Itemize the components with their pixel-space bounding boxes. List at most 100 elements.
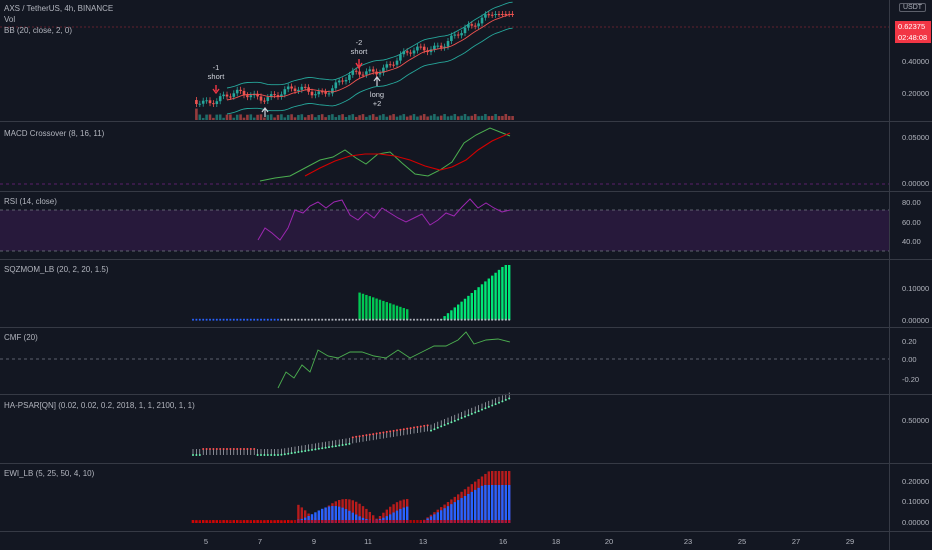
pane-separator[interactable]: [0, 327, 932, 328]
sqzmom-dot: [290, 318, 293, 321]
macd-label[interactable]: MACD Crossover (8, 16, 11): [4, 129, 105, 138]
volume-bar: [300, 114, 304, 120]
volume-bar: [436, 116, 440, 120]
volume-bar: [314, 117, 317, 120]
ewi-base-bar: [317, 520, 320, 523]
ewi-base-bar: [304, 520, 307, 523]
ewi-base-bar: [372, 520, 375, 523]
psar-dot: [413, 426, 415, 429]
psar-dot: [311, 448, 313, 451]
psar-dot: [494, 403, 497, 406]
time-tick: 29: [845, 537, 855, 546]
ewi-base-bar: [419, 520, 422, 523]
pane-separator[interactable]: [0, 463, 932, 464]
sqzmom-bar: [480, 284, 484, 320]
volume-bar: [446, 116, 450, 120]
sqzmom-dot: [297, 318, 300, 321]
sqzmom-dot: [273, 318, 276, 321]
bb-label[interactable]: BB (20, close, 2, 0): [4, 26, 73, 35]
sqzmom-dot: [226, 318, 228, 321]
price-axis[interactable]: [889, 0, 932, 550]
pane-separator[interactable]: [0, 259, 932, 260]
volume-label[interactable]: Vol: [4, 15, 16, 24]
sqzmom-dot: [484, 318, 487, 321]
sqzmom-dot: [192, 318, 194, 321]
pane-separator[interactable]: [0, 394, 932, 395]
ewi-base-bar: [436, 520, 439, 523]
psar-dot: [464, 415, 466, 418]
volume-bar: [429, 115, 433, 120]
pane-separator[interactable]: [0, 191, 932, 192]
sqzmom-dot: [436, 318, 439, 321]
volume-bar: [385, 116, 389, 120]
psar-dot: [219, 448, 222, 450]
candle-body: [371, 69, 375, 72]
candle-body: [453, 34, 457, 36]
sqzmom-dot: [249, 318, 252, 321]
candle-body: [225, 94, 229, 97]
psar-dot: [375, 432, 378, 435]
psar-dot: [226, 448, 228, 450]
psar-dot: [300, 450, 303, 453]
sqzmom-label[interactable]: SQZMOM_LB (20, 2, 20, 1.5): [4, 265, 109, 274]
psar-dot: [334, 445, 337, 448]
sqzmom-bar: [368, 296, 371, 320]
psar-dot: [406, 427, 409, 430]
time-tick: 20: [604, 537, 614, 546]
sqzmom-dot: [314, 318, 317, 321]
candle-body: [412, 50, 416, 54]
sqzmom-bar: [457, 304, 460, 320]
candle-body: [439, 45, 443, 48]
currency-button[interactable]: USDT: [899, 3, 927, 12]
psar-dot: [243, 448, 245, 450]
sqzmom-dot: [487, 318, 490, 321]
sqzmom-dot: [219, 318, 222, 321]
pane-separator[interactable]: [0, 121, 932, 122]
candle-body: [239, 89, 242, 91]
volume-bar: [405, 116, 409, 120]
ewi-blue-bar: [338, 506, 341, 523]
psar-dot: [331, 445, 334, 448]
ewi-base-bar: [253, 520, 256, 523]
ewi-base-bar: [480, 520, 484, 523]
symbol-title[interactable]: AXS / TetherUS, 4h, BINANCE: [4, 4, 114, 13]
ewi-blue-bar: [334, 506, 337, 523]
candle-body: [409, 52, 412, 54]
psar-dot: [229, 448, 232, 450]
volume-bar: [348, 115, 351, 120]
psar-dot: [192, 454, 194, 456]
psar-dot: [232, 448, 235, 450]
ewi-base-bar: [508, 520, 511, 523]
psar-dot: [436, 426, 439, 429]
macd-tick: 0.00000: [902, 179, 930, 188]
volume-bar: [266, 114, 270, 120]
sqzmom-dot: [494, 318, 497, 321]
volume-bar: [269, 114, 273, 120]
psar-dot: [239, 448, 242, 450]
sqzmom-dot: [202, 318, 205, 321]
candle-body: [351, 70, 355, 75]
ewi-blue-bar: [487, 485, 490, 523]
psar-dot: [209, 448, 211, 450]
ewi-base-bar: [324, 520, 327, 523]
ewi-blue-bar: [327, 506, 331, 523]
volume-bar: [501, 115, 504, 120]
ewi-blue-bar: [494, 485, 497, 523]
chart-canvas[interactable]: [0, 0, 889, 550]
ewi-label[interactable]: EWI_LB (5, 25, 50, 4, 10): [4, 469, 95, 478]
ewi-blue-bar: [307, 516, 310, 523]
ewi-base-bar: [293, 520, 297, 523]
rsi-label[interactable]: RSI (14, close): [4, 197, 57, 206]
ewi-base-bar: [487, 520, 490, 523]
sqzmom-bar: [399, 306, 402, 320]
hapsar-label[interactable]: HA-PSAR[QN] (0.02, 0.02, 0.2, 2018, 1, 1…: [4, 401, 195, 410]
time-tick: 18: [551, 537, 561, 546]
cmf-label[interactable]: CMF (20): [4, 333, 38, 342]
ewi-base-bar: [484, 520, 487, 523]
sqzmom-dot: [481, 318, 483, 321]
ewi-blue-bar: [402, 507, 405, 523]
psar-dot: [453, 419, 456, 422]
signal-line: [304, 132, 511, 177]
ewi-base-bar: [392, 520, 395, 523]
